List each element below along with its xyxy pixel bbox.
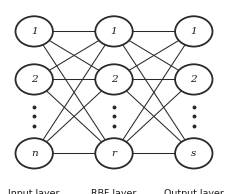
Circle shape <box>15 16 53 47</box>
Text: 1: 1 <box>31 27 37 36</box>
Text: 2: 2 <box>31 75 37 84</box>
Circle shape <box>174 138 212 169</box>
Text: n: n <box>31 149 37 158</box>
Text: 1: 1 <box>190 27 196 36</box>
Circle shape <box>174 64 212 95</box>
Text: s: s <box>190 149 196 158</box>
Text: 2: 2 <box>110 75 117 84</box>
Text: 2: 2 <box>190 75 196 84</box>
Text: r: r <box>111 149 116 158</box>
Text: Input layer: Input layer <box>8 189 60 194</box>
Circle shape <box>15 138 53 169</box>
Circle shape <box>95 64 132 95</box>
Text: RBF layer: RBF layer <box>91 189 136 194</box>
Circle shape <box>174 16 212 47</box>
Circle shape <box>95 138 132 169</box>
Text: 1: 1 <box>110 27 117 36</box>
Text: Output layer: Output layer <box>163 189 223 194</box>
Circle shape <box>95 16 132 47</box>
Circle shape <box>15 64 53 95</box>
